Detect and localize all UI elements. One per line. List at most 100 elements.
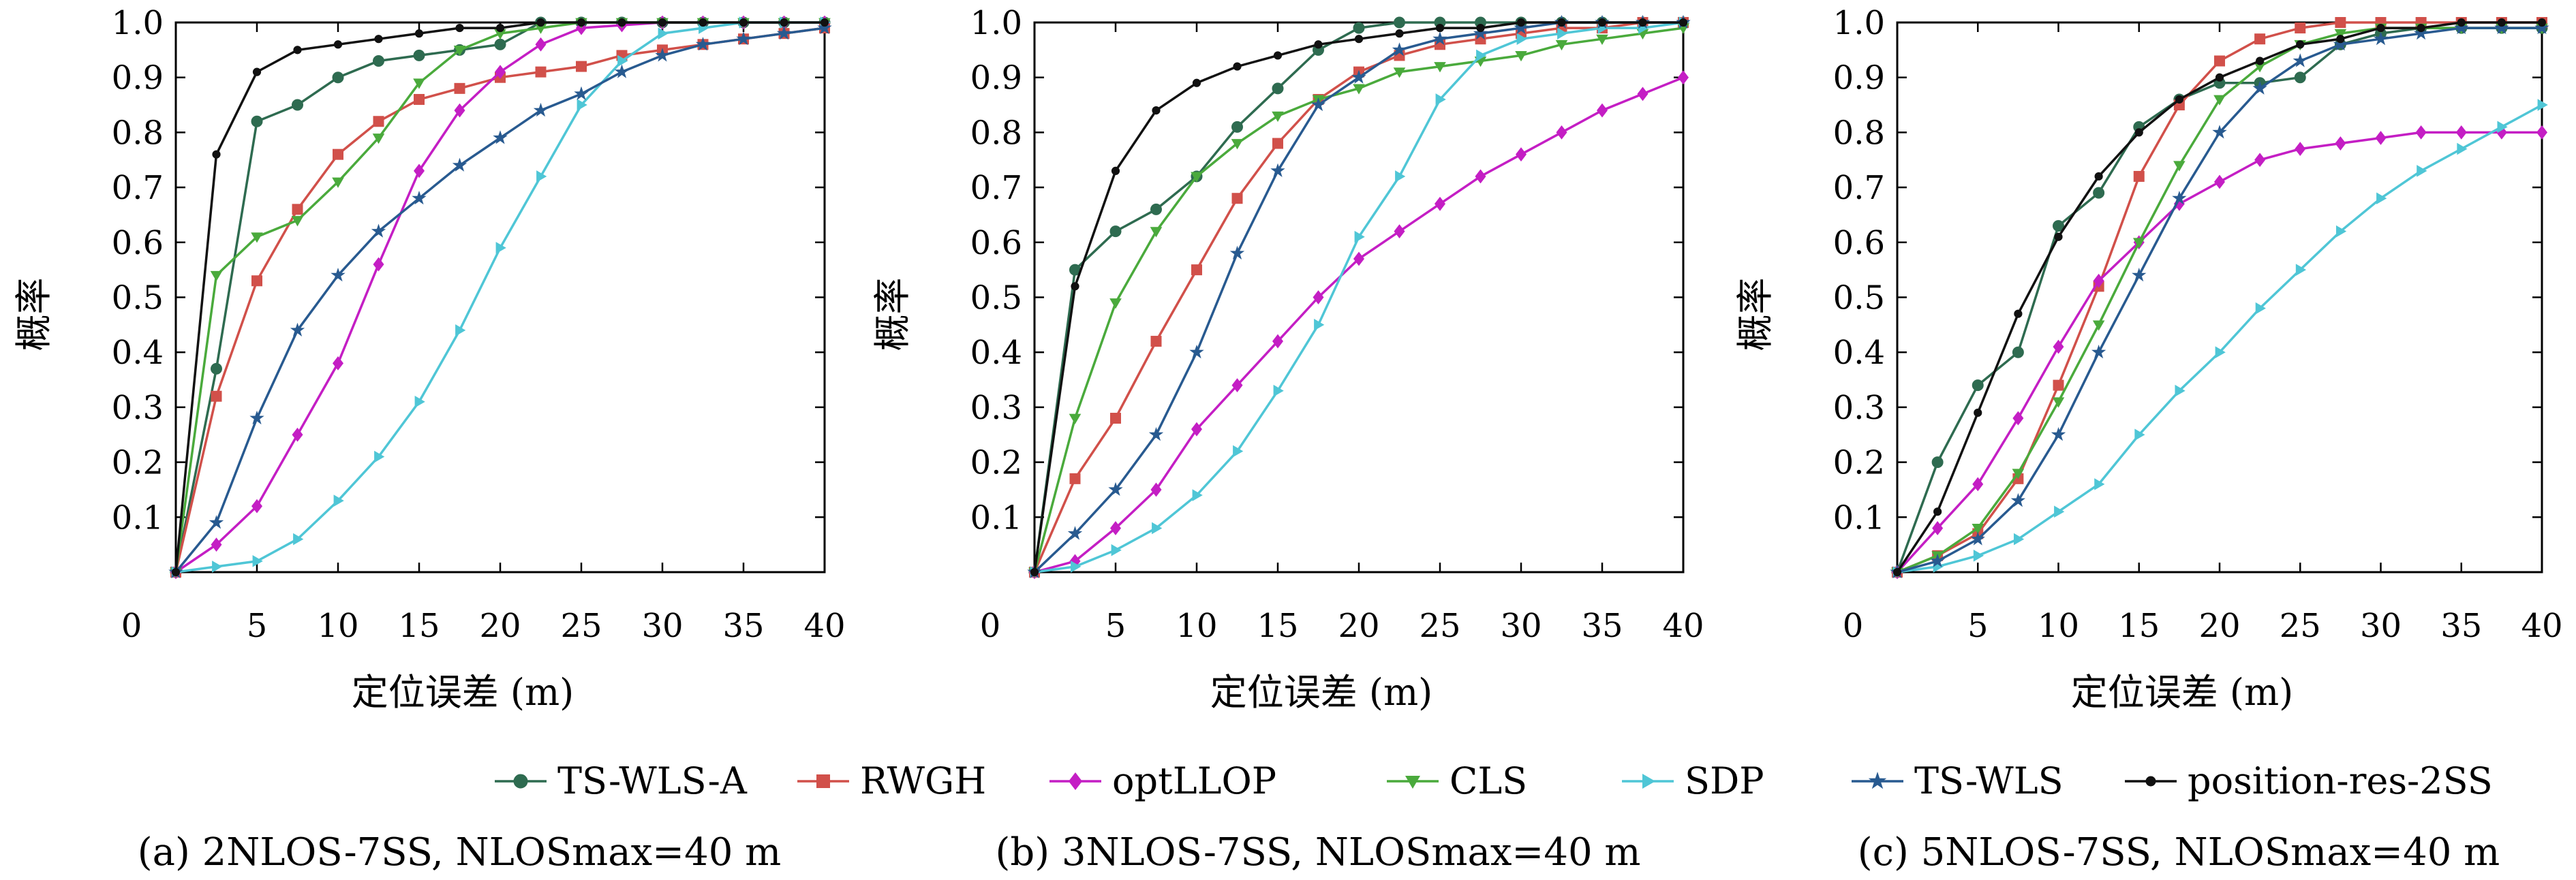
data-point [2537,18,2547,27]
x-tick-label: 5 [1105,607,1126,645]
data-point [1476,23,1485,33]
data-point [2537,99,2548,111]
data-point [1314,40,1323,49]
data-point [373,116,384,127]
x-tick-label: 25 [1419,607,1460,645]
legend-item-optllop: optLLOP [1049,759,1276,802]
legend-label: RWGH [860,759,986,802]
data-point [1476,49,1487,62]
data-point [1191,422,1202,437]
x-tick-label: 40 [2521,607,2562,645]
y-tick-label: 0.5 [112,279,164,317]
data-point [2373,31,2389,46]
series-cls [170,18,831,578]
series-cls [1891,23,2548,578]
x-tick-label: 15 [1257,607,1298,645]
data-point [1473,25,1488,40]
y-tick-label: 0.5 [970,279,1022,317]
data-point [1109,225,1122,238]
chart-panel-3: 5 10 15 20 25 30 35 40 0 0.1 0.2 0.3 0.4 0.5 0.6 0.7 0.8… [1734,4,2563,875]
data-point [412,191,427,205]
data-point [1392,42,1407,57]
data-point [1272,334,1283,349]
x-origin-label: 0 [121,607,142,645]
data-point [655,48,670,62]
data-point [413,78,425,89]
x-origin-label: 0 [980,607,1001,645]
x-tick-label: 5 [1967,607,1989,645]
data-point [495,65,506,80]
data-point [1353,84,1365,95]
y-axis-title: 概率 [1734,278,1777,351]
data-point [209,515,224,529]
data-point [293,533,304,546]
data-point [414,29,424,38]
data-point [1435,93,1446,106]
data-point [2093,187,2105,199]
data-point [1435,23,1445,33]
data-point [1678,70,1689,85]
y-tick-label: 0.6 [1833,224,1885,262]
series-line [1897,27,2542,573]
data-point [1930,553,1945,567]
series-ts-wls-a [170,16,831,578]
x-axis-title: 定位误差 (m) [352,671,574,714]
data-point [1109,298,1122,309]
y-tick-label: 0.4 [1833,334,1885,372]
data-point [252,67,262,76]
data-point [1229,245,1245,260]
x-axis-title: 定位误差 (m) [1210,671,1433,714]
data-point [249,410,264,425]
legend-label: SDP [1685,759,1764,802]
data-point [2415,125,2427,140]
plot-frame [174,21,826,573]
data-point [291,216,304,227]
y-tick-label: 0.9 [1833,59,1885,97]
data-point [1067,526,1083,540]
data-point [1272,111,1284,122]
data-point [212,561,223,573]
legend-marker [1642,774,1655,789]
data-point [1152,106,1161,115]
data-point [2091,345,2106,359]
data-point [1231,378,1243,393]
data-point [1516,147,1527,162]
series-line [1033,21,1683,573]
data-point [495,242,506,254]
data-point [2054,232,2063,241]
data-point [1932,521,1944,535]
data-point [2295,22,2306,34]
series-rwgh [1029,17,1689,578]
data-point [494,29,506,40]
data-point [1353,251,1364,266]
data-point [2052,397,2065,408]
x-tick-label: 30 [2360,607,2402,645]
y-tick-label: 0.3 [112,389,164,427]
data-point [251,275,262,287]
y-tick-label: 0.7 [1833,169,1885,207]
data-point [252,555,263,567]
data-point [534,23,547,34]
data-point [2051,427,2066,441]
data-point [1354,35,1364,44]
series-line [174,21,825,573]
data-point [2534,20,2549,35]
legend: TS-WLS-A RWGH optLLOP CLS SDP TS-WLS position-… [495,759,2493,802]
data-point [2375,131,2387,145]
data-point [2215,346,2226,358]
plot-frame [1033,21,1685,573]
series-line [174,27,825,573]
data-point [1475,169,1486,184]
y-tick-label: 0.1 [970,499,1022,537]
data-point [2335,136,2346,151]
series-line [1034,21,1684,573]
data-point [2012,346,2024,358]
data-point [2215,73,2224,82]
data-point [2053,220,2064,232]
legend-item-rwgh: RWGH [797,759,986,802]
y-tick-label: 0.3 [970,389,1022,427]
data-point [171,567,181,577]
series-ts-wls-a [1028,16,1689,578]
data-point [1972,524,1984,535]
y-tick-label: 0.1 [1833,499,1885,537]
